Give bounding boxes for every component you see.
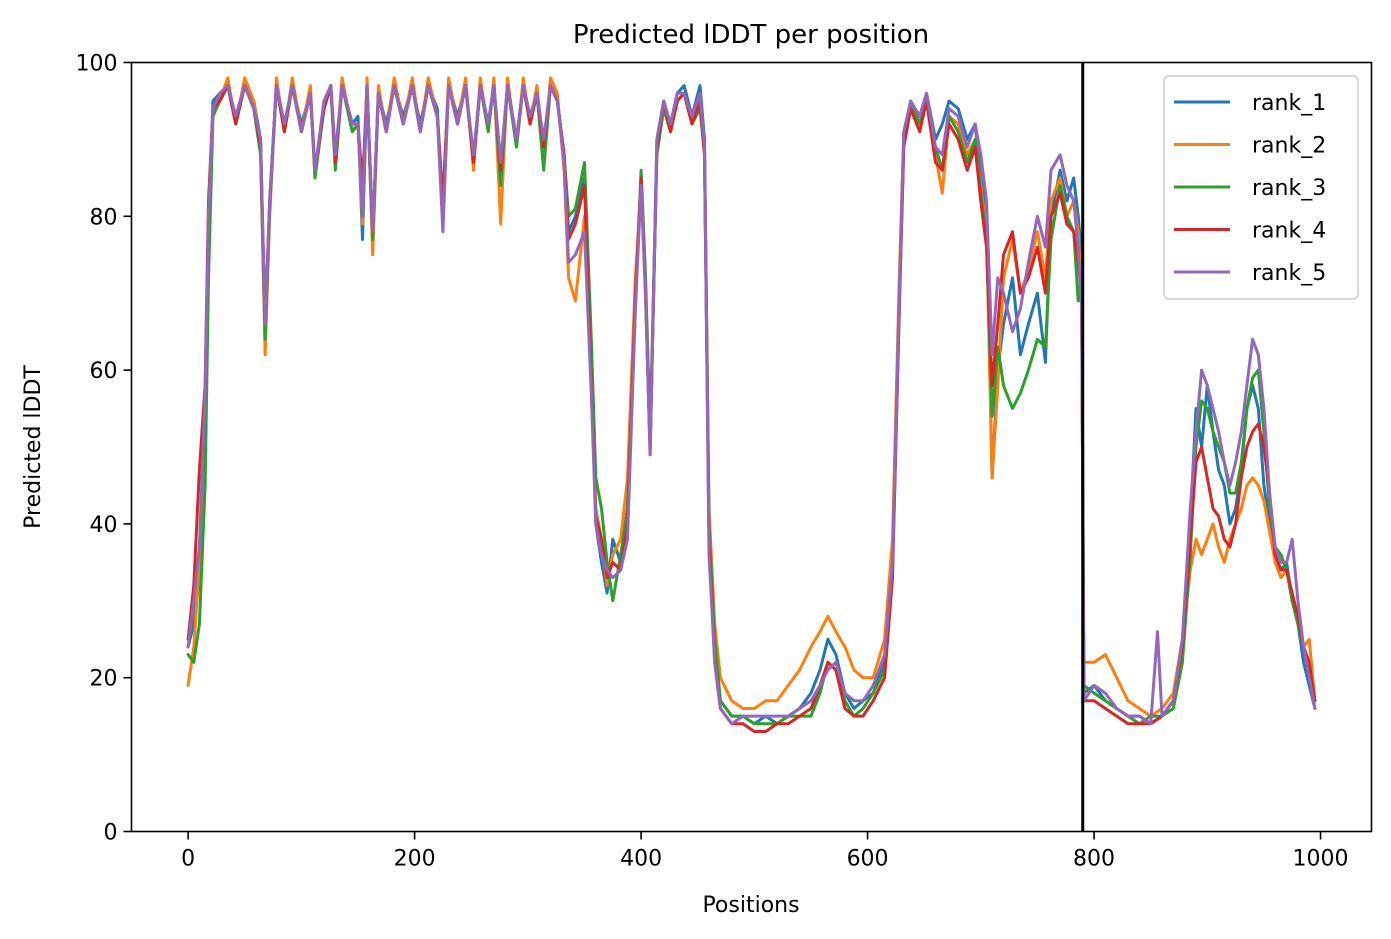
x-tick-label: 800 — [1073, 847, 1115, 872]
x-tick-label: 200 — [394, 847, 436, 872]
x-tick-label: 1000 — [1293, 847, 1349, 872]
legend-label-rank_3: rank_3 — [1252, 176, 1326, 201]
x-axis-label: Positions — [702, 893, 799, 918]
y-tick-label: 40 — [90, 513, 118, 538]
legend: rank_1 rank_2 rank_3 rank_4 rank_5 — [1163, 75, 1359, 300]
legend-label-rank_1: rank_1 — [1252, 91, 1326, 116]
series-line-rank_5 — [186, 84, 1317, 726]
y-tick-label: 0 — [104, 821, 118, 846]
y-axis-ticks: 0 20 40 60 80 100 — [76, 52, 132, 846]
legend-label-rank_5: rank_5 — [1252, 261, 1326, 286]
y-tick-label: 100 — [76, 52, 118, 77]
legend-label-rank_4: rank_4 — [1252, 219, 1326, 244]
y-tick-label: 20 — [90, 667, 118, 692]
plot-frame — [130, 61, 1373, 833]
plot-lines — [186, 76, 1317, 733]
legend-box — [1163, 75, 1359, 300]
x-tick-label: 0 — [181, 847, 195, 872]
y-axis-label: Predicted lDDT — [21, 365, 46, 529]
x-axis-ticks: 0 200 400 600 800 1000 — [181, 831, 1349, 872]
x-tick-label: 600 — [847, 847, 889, 872]
y-tick-label: 60 — [90, 359, 118, 384]
y-tick-label: 80 — [90, 205, 118, 230]
chart-title: Predicted lDDT per position — [573, 20, 929, 50]
legend-label-rank_2: rank_2 — [1252, 134, 1326, 159]
x-tick-label: 400 — [620, 847, 662, 872]
